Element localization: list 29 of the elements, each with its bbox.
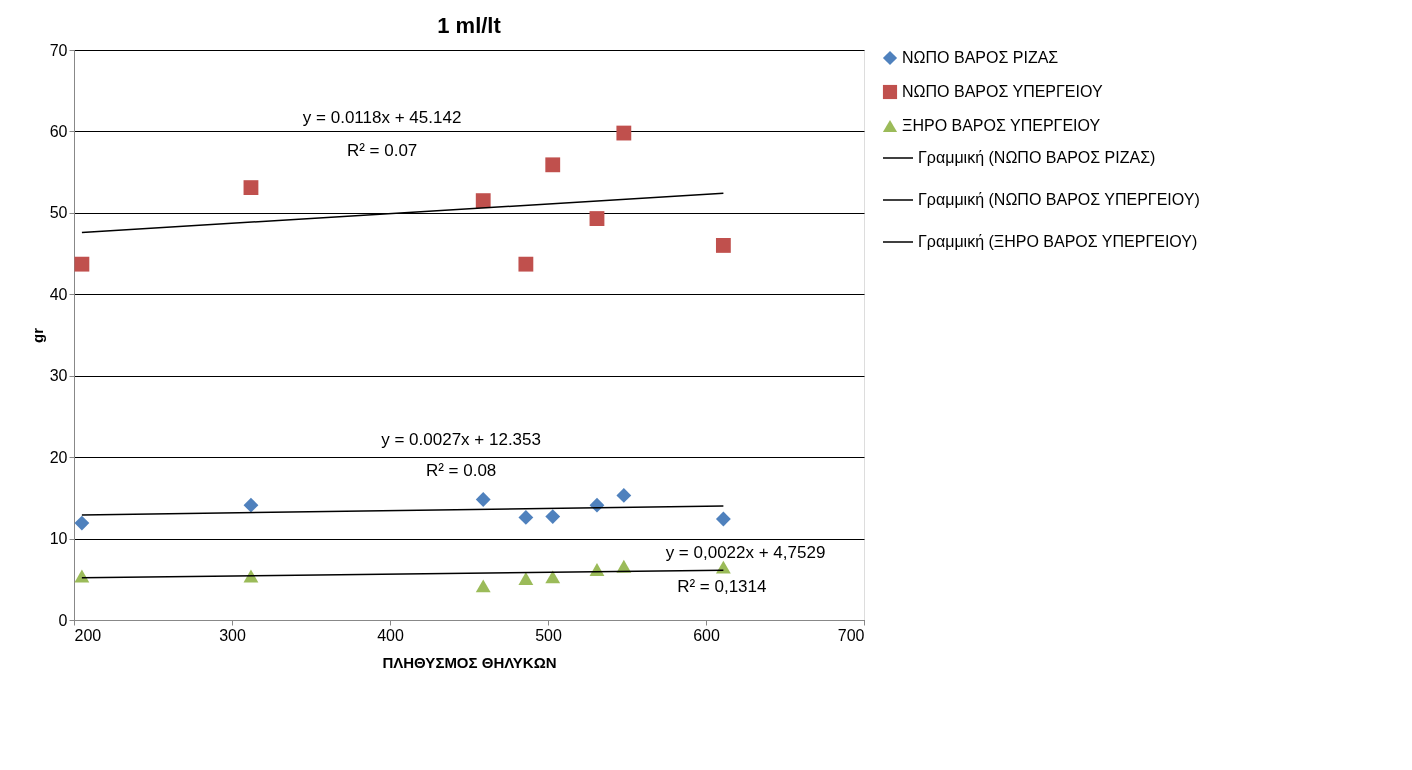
annotation: y = 0.0118x + 45.142 [302,107,462,127]
y-tick-label: 0 [58,611,68,629]
legend-label: Γραμμική (ΞΗΡΟ ΒΑΡΟΣ ΥΠΕΡΓΕΙΟΥ) [918,233,1198,250]
annotation: R² = 0.08 [425,460,497,480]
y-tick-label: 60 [49,122,68,140]
x-tick-label: 200 [74,626,102,644]
annotation: y = 0,0022x + 4,7529 [665,543,826,563]
chart-title: 1 ml/lt [437,13,502,38]
x-tick-label: 700 [837,626,865,644]
x-tick-label: 500 [535,626,562,644]
x-tick-label: 300 [219,626,246,644]
y-tick-label: 10 [49,530,68,548]
y-axis-title: gr [28,327,46,343]
legend-label: ΝΩΠΟ ΒΑΡΟΣ ΡΙΖΑΣ [902,49,1059,66]
legend-label: ΝΩΠΟ ΒΑΡΟΣ ΥΠΕΡΓΕΙΟΥ [902,83,1103,100]
x-tick-label: 600 [693,626,720,644]
y-tick-label: 40 [49,285,68,303]
y-tick-label: 30 [49,367,68,385]
annotation: R² = 0.07 [346,141,418,161]
y-tick-label: 70 [49,41,68,59]
annotation: y = 0.0027x + 12.353 [381,430,541,450]
y-tick-label: 20 [49,448,68,466]
x-tick-label: 400 [377,626,404,644]
annotation: R² = 0,1314 [677,576,767,596]
legend-label: Γραμμική (ΝΩΠΟ ΒΑΡΟΣ ΥΠΕΡΓΕΙΟΥ) [918,191,1200,208]
legend-label: Γραμμική (ΝΩΠΟ ΒΑΡΟΣ ΡΙΖΑΣ) [918,149,1156,166]
legend-label: ΞΗΡΟ ΒΑΡΟΣ ΥΠΕΡΓΕΙΟΥ [902,117,1101,134]
y-tick-label: 50 [49,204,68,222]
x-axis-title: ΠΛΗΘΥΣΜΟΣ ΘΗΛΥΚΩΝ [382,653,557,671]
